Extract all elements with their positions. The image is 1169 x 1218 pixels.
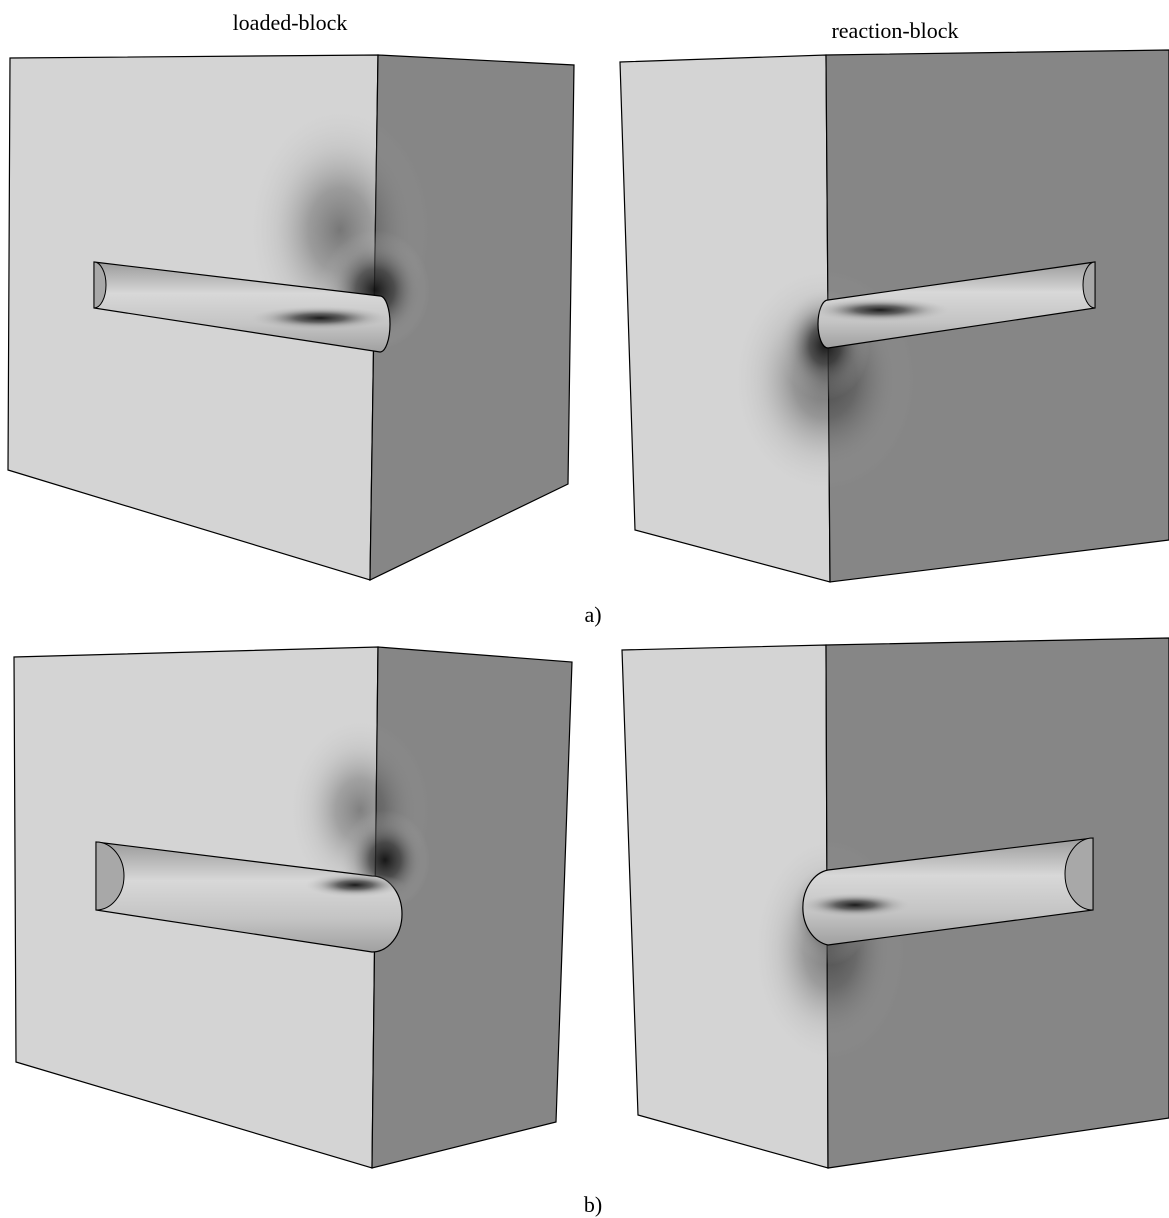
block [620, 50, 1169, 582]
column-label: loaded-block [233, 10, 348, 35]
block [622, 638, 1169, 1168]
figure: loaded-block reaction-block a) [0, 0, 1169, 1218]
panel-label: b) [584, 1192, 602, 1217]
block [8, 55, 574, 580]
column-label: reaction-block [831, 18, 958, 43]
panel-label: a) [584, 602, 601, 627]
block [14, 647, 572, 1168]
